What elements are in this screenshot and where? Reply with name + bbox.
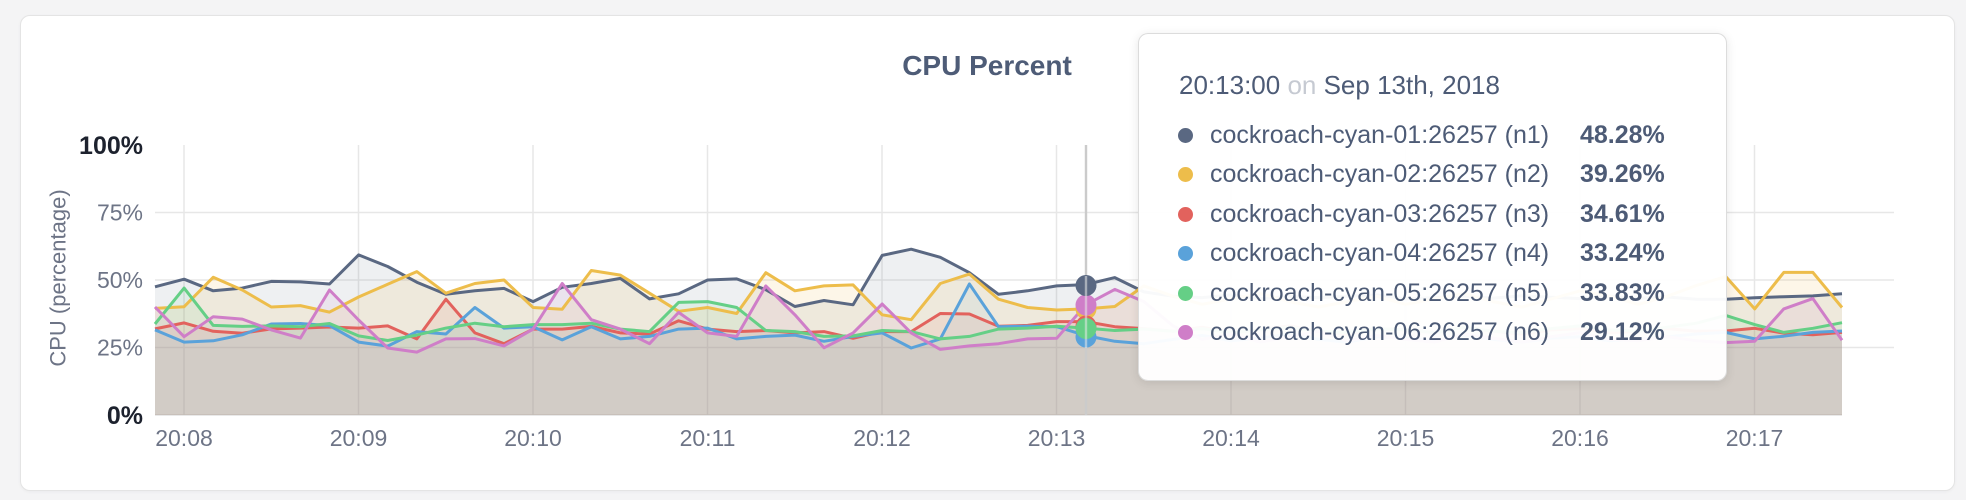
svg-text:20:17: 20:17 [1726, 425, 1784, 451]
svg-text:20:09: 20:09 [330, 425, 388, 451]
svg-text:20:15: 20:15 [1377, 425, 1435, 451]
svg-text:CPU (percentage): CPU (percentage) [46, 189, 71, 366]
svg-text:75%: 75% [97, 200, 143, 226]
svg-text:50%: 50% [97, 267, 143, 293]
svg-text:0%: 0% [107, 402, 143, 430]
svg-text:20:13: 20:13 [1028, 425, 1086, 451]
svg-text:20:16: 20:16 [1551, 425, 1609, 451]
svg-text:20:08: 20:08 [155, 425, 213, 451]
svg-text:20:12: 20:12 [853, 425, 911, 451]
svg-text:20:10: 20:10 [504, 425, 562, 451]
svg-text:25%: 25% [97, 335, 143, 361]
svg-text:20:14: 20:14 [1202, 425, 1260, 451]
svg-text:100%: 100% [79, 132, 143, 160]
svg-text:20:11: 20:11 [680, 425, 736, 451]
